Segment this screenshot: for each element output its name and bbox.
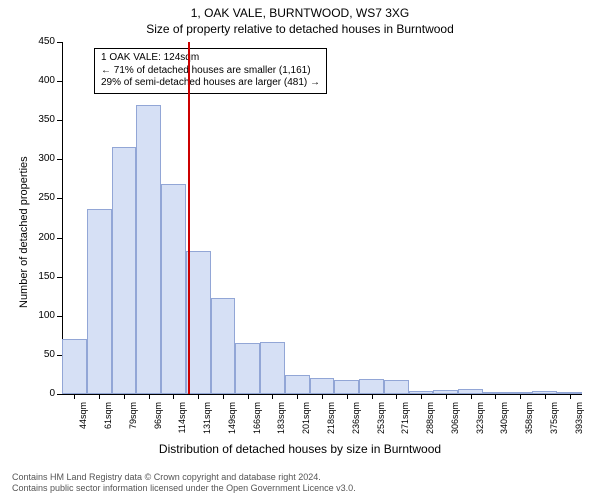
y-tick-label: 350 [27, 114, 55, 125]
x-tick-mark [322, 394, 323, 399]
x-tick-label: 79sqm [128, 402, 138, 429]
x-tick-mark [297, 394, 298, 399]
x-tick-label: 288sqm [425, 402, 435, 434]
y-tick-label: 150 [27, 271, 55, 282]
x-tick-mark [149, 394, 150, 399]
y-tick-mark [57, 198, 62, 199]
histogram-bar [112, 147, 137, 394]
y-tick-label: 200 [27, 232, 55, 243]
x-tick-mark [570, 394, 571, 399]
x-tick-label: 323sqm [475, 402, 485, 434]
y-tick-mark [57, 159, 62, 160]
y-tick-mark [57, 81, 62, 82]
x-tick-mark [446, 394, 447, 399]
x-tick-label: 183sqm [276, 402, 286, 434]
y-tick-label: 0 [27, 388, 55, 399]
x-tick-mark [421, 394, 422, 399]
x-tick-mark [471, 394, 472, 399]
histogram-bar [260, 342, 285, 394]
x-tick-mark [396, 394, 397, 399]
histogram-bar [87, 209, 112, 394]
footer-attribution: Contains HM Land Registry data © Crown c… [12, 472, 356, 495]
x-tick-mark [173, 394, 174, 399]
y-tick-mark [57, 277, 62, 278]
x-tick-mark [198, 394, 199, 399]
footer-line-2: Contains public sector information licen… [12, 483, 356, 494]
y-tick-label: 100 [27, 310, 55, 321]
x-tick-label: 340sqm [499, 402, 509, 434]
x-tick-mark [124, 394, 125, 399]
x-tick-label: 114sqm [177, 402, 187, 433]
reference-line [188, 42, 190, 394]
y-tick-mark [57, 238, 62, 239]
histogram-bar [285, 375, 310, 394]
x-tick-mark [248, 394, 249, 399]
y-tick-mark [57, 316, 62, 317]
histogram-bar [161, 184, 186, 394]
annotation-line-2: ← 71% of detached houses are smaller (1,… [101, 65, 320, 78]
y-tick-label: 300 [27, 153, 55, 164]
histogram-bar [310, 378, 335, 394]
y-tick-label: 400 [27, 75, 55, 86]
x-tick-label: 131sqm [202, 402, 212, 434]
x-tick-mark [347, 394, 348, 399]
x-tick-label: 149sqm [227, 402, 237, 434]
footer-line-1: Contains HM Land Registry data © Crown c… [12, 472, 356, 483]
x-tick-mark [223, 394, 224, 399]
annotation-line-3: 29% of semi-detached houses are larger (… [101, 77, 320, 90]
histogram-bar [211, 298, 236, 394]
chart-title-subtitle: Size of property relative to detached ho… [0, 22, 600, 36]
y-tick-mark [57, 394, 62, 395]
x-tick-label: 375sqm [549, 402, 559, 434]
x-tick-label: 166sqm [252, 402, 262, 434]
histogram-bar [136, 105, 161, 394]
chart-title-address: 1, OAK VALE, BURNTWOOD, WS7 3XG [0, 6, 600, 20]
histogram-bar [334, 380, 359, 394]
histogram-bar [359, 379, 384, 394]
x-tick-mark [495, 394, 496, 399]
x-tick-label: 236sqm [351, 402, 361, 434]
x-tick-mark [545, 394, 546, 399]
histogram-bar [62, 339, 87, 394]
y-tick-label: 250 [27, 192, 55, 203]
x-tick-label: 61sqm [103, 402, 113, 429]
x-tick-mark [520, 394, 521, 399]
y-tick-label: 450 [27, 36, 55, 47]
x-tick-label: 96sqm [153, 402, 163, 429]
x-tick-mark [372, 394, 373, 399]
x-tick-label: 393sqm [574, 402, 584, 434]
x-tick-label: 44sqm [78, 402, 88, 429]
histogram-bar [384, 380, 409, 394]
x-tick-mark [99, 394, 100, 399]
x-tick-label: 253sqm [376, 402, 386, 434]
x-tick-label: 271sqm [400, 402, 410, 434]
x-tick-mark [74, 394, 75, 399]
x-tick-label: 201sqm [301, 402, 311, 434]
x-tick-label: 358sqm [524, 402, 534, 434]
histogram-bar [235, 343, 260, 394]
x-tick-mark [272, 394, 273, 399]
y-tick-label: 50 [27, 349, 55, 360]
x-tick-label: 218sqm [326, 402, 336, 434]
y-tick-mark [57, 120, 62, 121]
x-tick-label: 306sqm [450, 402, 460, 434]
annotation-line-1: 1 OAK VALE: 124sqm [101, 52, 320, 65]
x-axis-label: Distribution of detached houses by size … [0, 442, 600, 456]
y-tick-mark [57, 42, 62, 43]
annotation-box: 1 OAK VALE: 124sqm ← 71% of detached hou… [94, 48, 327, 94]
